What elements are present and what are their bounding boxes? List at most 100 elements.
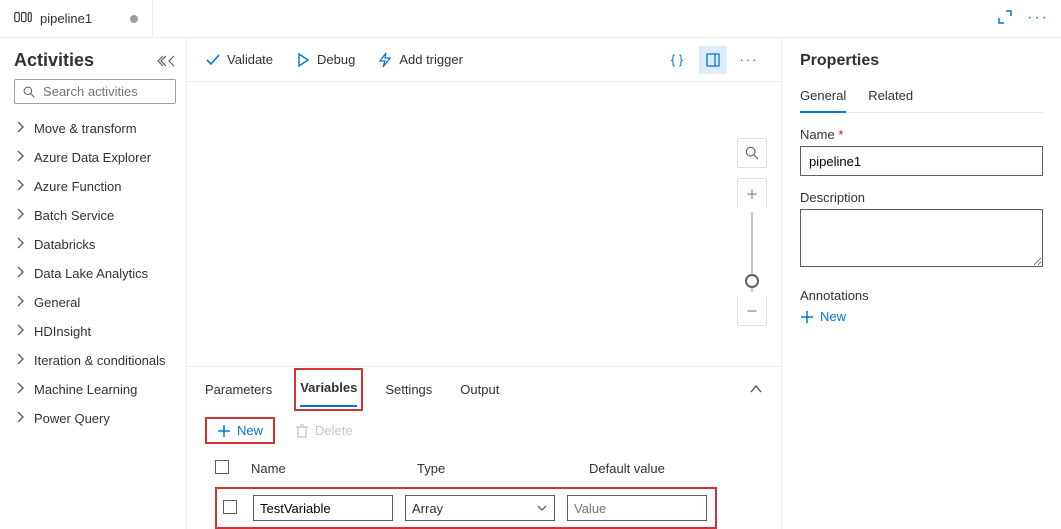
chevron-right-icon: [16, 237, 24, 252]
variable-row: Array: [217, 495, 707, 521]
activity-category[interactable]: Machine Learning: [14, 375, 176, 404]
activity-category-label: Batch Service: [34, 208, 114, 223]
zoom-controls: ＋ －: [737, 138, 767, 326]
activities-search[interactable]: [14, 79, 176, 104]
new-annotation-button[interactable]: New: [800, 309, 1043, 324]
activities-search-input[interactable]: [43, 84, 167, 99]
activity-category[interactable]: Data Lake Analytics: [14, 259, 176, 288]
description-field-label: Description: [800, 190, 1043, 205]
debug-button[interactable]: Debug: [295, 52, 355, 68]
properties-toggle-button[interactable]: [699, 46, 727, 74]
chevron-right-icon: [16, 266, 24, 281]
activity-category[interactable]: Azure Function: [14, 172, 176, 201]
activity-category-label: Azure Data Explorer: [34, 150, 151, 165]
search-icon: [23, 85, 35, 99]
chevron-right-icon: [16, 150, 24, 165]
pipeline-tab[interactable]: pipeline1: [0, 0, 153, 37]
more-icon[interactable]: ···: [1027, 9, 1049, 28]
activity-category-label: Move & transform: [34, 121, 137, 136]
props-tab-general[interactable]: General: [800, 82, 846, 113]
validate-button[interactable]: Validate: [205, 52, 273, 68]
annotations-label: Annotations: [800, 288, 1043, 303]
activity-category-label: Iteration & conditionals: [34, 353, 166, 368]
activity-category[interactable]: Batch Service: [14, 201, 176, 230]
activity-category-label: HDInsight: [34, 324, 91, 339]
zoom-slider[interactable]: [751, 212, 753, 292]
props-tab-related[interactable]: Related: [868, 82, 913, 112]
toolbar-more-button[interactable]: ···: [735, 46, 763, 74]
expand-icon[interactable]: [997, 9, 1013, 28]
properties-panel: Properties General Related Name * Descri…: [782, 38, 1061, 529]
activities-title: Activities: [14, 50, 94, 71]
name-field-label: Name *: [800, 127, 1043, 142]
chevron-right-icon: [16, 295, 24, 310]
activity-category[interactable]: Azure Data Explorer: [14, 143, 176, 172]
col-header-value: Default value: [589, 461, 763, 476]
activity-category-label: Azure Function: [34, 179, 121, 194]
tab-settings[interactable]: Settings: [385, 372, 432, 407]
debug-label: Debug: [317, 52, 355, 67]
chevron-right-icon: [16, 179, 24, 194]
activities-panel: Activities Move & transform Azure Data Ex…: [0, 38, 186, 529]
code-view-button[interactable]: { }: [663, 46, 691, 74]
select-all-checkbox[interactable]: [215, 460, 229, 474]
properties-title: Properties: [800, 52, 1043, 70]
config-panel: Parameters Variables Settings Output New: [187, 366, 781, 529]
activity-category[interactable]: Iteration & conditionals: [14, 346, 176, 375]
delete-variable-button[interactable]: Delete: [289, 419, 359, 442]
col-header-name: Name: [251, 461, 405, 476]
chevron-right-icon: [16, 382, 24, 397]
pipeline-name-input[interactable]: [800, 146, 1043, 176]
activity-category-label: Power Query: [34, 411, 110, 426]
pipeline-canvas[interactable]: ＋ －: [187, 82, 781, 366]
add-trigger-button[interactable]: Add trigger: [377, 52, 463, 68]
new-variable-button[interactable]: New: [207, 419, 273, 442]
activity-category-label: Machine Learning: [34, 382, 137, 397]
tab-variables[interactable]: Variables: [300, 370, 357, 407]
properties-tabs: General Related: [800, 82, 1043, 113]
pipeline-tab-title: pipeline1: [40, 11, 92, 26]
activity-category[interactable]: Power Query: [14, 404, 176, 433]
editor-center: Validate Debug Add trigger { } ···: [186, 38, 782, 529]
pipeline-icon: [14, 10, 32, 27]
tab-output[interactable]: Output: [460, 372, 499, 407]
variable-type-select[interactable]: Array: [405, 495, 555, 521]
zoom-thumb[interactable]: [745, 274, 759, 288]
chevron-right-icon: [16, 411, 24, 426]
row-checkbox[interactable]: [223, 500, 237, 514]
new-variable-label: New: [237, 423, 263, 438]
chevron-right-icon: [16, 324, 24, 339]
editor-tabbar: pipeline1 ···: [0, 0, 1061, 38]
activity-category-label: Data Lake Analytics: [34, 266, 148, 281]
add-trigger-label: Add trigger: [399, 52, 463, 67]
collapse-config-icon[interactable]: [749, 382, 763, 397]
collapse-panel-icon[interactable]: [156, 55, 176, 67]
activity-category[interactable]: HDInsight: [14, 317, 176, 346]
config-tabs: Parameters Variables Settings Output: [187, 367, 781, 411]
activities-list: Move & transform Azure Data Explorer Azure…: [14, 114, 176, 433]
chevron-right-icon: [16, 208, 24, 223]
activity-category-label: General: [34, 295, 80, 310]
chevron-right-icon: [16, 353, 24, 368]
zoom-out-button[interactable]: －: [737, 296, 767, 326]
new-annotation-label: New: [820, 309, 846, 324]
delete-variable-label: Delete: [315, 423, 353, 438]
tab-parameters[interactable]: Parameters: [205, 372, 272, 407]
chevron-right-icon: [16, 121, 24, 136]
canvas-search-button[interactable]: [737, 138, 767, 168]
unsaved-indicator-icon: [130, 15, 138, 23]
activity-category[interactable]: Databricks: [14, 230, 176, 259]
variables-table-header: Name Type Default value: [215, 454, 763, 487]
zoom-in-button[interactable]: ＋: [737, 178, 767, 208]
validate-label: Validate: [227, 52, 273, 67]
activity-category[interactable]: General: [14, 288, 176, 317]
tab-actions: ···: [997, 9, 1061, 28]
activity-category[interactable]: Move & transform: [14, 114, 176, 143]
variable-type-value: Array: [412, 501, 443, 516]
activity-category-label: Databricks: [34, 237, 95, 252]
pipeline-description-input[interactable]: [800, 209, 1043, 267]
pipeline-toolbar: Validate Debug Add trigger { } ···: [187, 38, 781, 82]
col-header-type: Type: [417, 461, 577, 476]
variable-value-input[interactable]: [567, 495, 707, 521]
variable-name-input[interactable]: [253, 495, 393, 521]
